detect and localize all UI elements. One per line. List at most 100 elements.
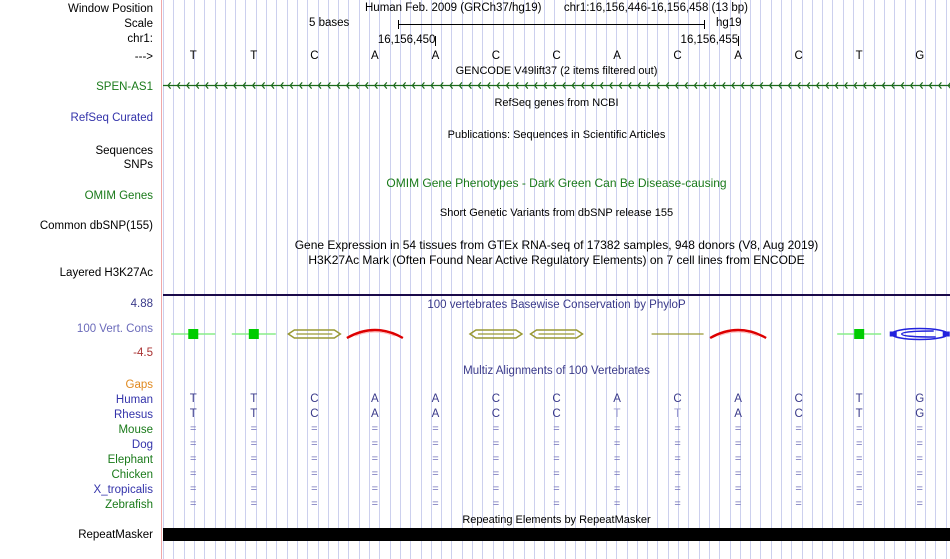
- alignment-gap: =: [795, 498, 802, 510]
- alignment-gap: =: [855, 438, 863, 450]
- alignment-gap: =: [371, 453, 379, 465]
- coordinate-tick-label: 16,156,455: [680, 34, 739, 46]
- alignment-gap: =: [613, 453, 621, 465]
- alignment-base: A: [613, 393, 621, 405]
- species-label-human[interactable]: Human: [115, 394, 153, 406]
- alignment-gap: =: [492, 498, 500, 510]
- alignment-gap: =: [190, 423, 197, 435]
- alignment-gap: =: [311, 423, 318, 435]
- track-label-dbsnp[interactable]: Common dbSNP(155): [39, 220, 153, 232]
- reference-base: T: [855, 50, 863, 62]
- species-label-dog[interactable]: Dog: [131, 439, 153, 451]
- alignment-gap: =: [674, 483, 681, 495]
- phylop-glyph-olive-arrow[interactable]: [468, 329, 524, 339]
- phylop-glyph-green-square[interactable]: [837, 329, 882, 339]
- alignment-gap: =: [492, 423, 500, 435]
- alignment-base: T: [613, 408, 621, 420]
- alignment-gap: =: [250, 483, 258, 495]
- species-label-zebrafish[interactable]: Zebrafish: [105, 499, 153, 511]
- scale-text: 5 bases: [309, 17, 350, 29]
- scale-bar-tick-right: [704, 20, 705, 29]
- alignment-gap: =: [311, 453, 318, 465]
- alignment-gap: =: [674, 468, 681, 480]
- alignment-gap: =: [492, 483, 500, 495]
- alignment-gap: =: [734, 498, 742, 510]
- alignment-base: A: [371, 408, 379, 420]
- gtex-track-title: Gene Expression in 54 tissues from GTEx …: [294, 238, 819, 252]
- alignment-base: G: [915, 393, 925, 405]
- alignment-gap: =: [371, 498, 379, 510]
- position-range: chr1:16,156,446-16,156,458 (13 bp): [563, 2, 748, 14]
- phylop-glyph-red-arc[interactable]: [346, 328, 404, 340]
- alignment-base: A: [431, 408, 440, 420]
- alignment-gap: =: [553, 423, 560, 435]
- track-label-h3k27ac[interactable]: Layered H3K27Ac: [59, 267, 153, 279]
- track-label-omim[interactable]: OMIM Genes: [84, 190, 153, 202]
- repeatmasker-bar[interactable]: [163, 528, 950, 541]
- species-label-chicken[interactable]: Chicken: [111, 469, 153, 481]
- track-data-area[interactable]: Human Feb. 2009 (GRCh37/hg19) chr1:16,15…: [163, 0, 950, 559]
- phylop-glyph-green-square[interactable]: [171, 329, 216, 339]
- window-position-label: Window Position: [67, 3, 153, 15]
- phylop-glyph-olive-arrow[interactable]: [286, 329, 342, 339]
- track-label-column: Window Position Scale chr1: ---> SPEN-AS…: [0, 0, 157, 559]
- alignment-gap: =: [371, 483, 379, 495]
- alignment-gap: =: [311, 483, 318, 495]
- reference-base: C: [491, 50, 501, 62]
- alignment-gap: =: [795, 453, 802, 465]
- track-label-gaps[interactable]: Gaps: [125, 379, 154, 391]
- phylop-track-title: 100 vertebrates Basewise Conservation by…: [427, 299, 686, 311]
- alignment-gap: =: [250, 453, 258, 465]
- h3k27ac-track-title: H3K27Ac Mark (Often Found Near Active Re…: [308, 253, 805, 267]
- alignment-gap: =: [432, 453, 439, 465]
- alignment-row: = = = = = = = = = = = = =: [163, 437, 950, 452]
- reference-base: T: [250, 50, 258, 62]
- track-label-gencode[interactable]: SPEN-AS1: [96, 81, 153, 93]
- gencode-intron-arrow-line[interactable]: [163, 81, 950, 90]
- phylop-glyph-red-arc[interactable]: [709, 328, 767, 340]
- alignment-gap: =: [734, 468, 742, 480]
- track-label-snps[interactable]: SNPs: [123, 159, 153, 171]
- scale-row: 5 bases hg19: [163, 17, 950, 31]
- alignment-gap: =: [190, 453, 197, 465]
- alignment-gap: =: [250, 498, 258, 510]
- omim-track-title: OMIM Gene Phenotypes - Dark Green Can Be…: [386, 176, 727, 190]
- track-label-sequences[interactable]: Sequences: [95, 145, 153, 157]
- phylop-conservation-glyphs[interactable]: [163, 320, 950, 350]
- coordinate-tick-label: 16,156,450: [377, 34, 436, 46]
- coordinate-tick-mark: [435, 36, 437, 46]
- phylop-glyph-green-square[interactable]: [231, 329, 276, 339]
- alignment-row: = = = = = = = = = = = = =: [163, 452, 950, 467]
- track-label-repeatmasker[interactable]: RepeatMasker: [78, 529, 153, 541]
- alignment-base: T: [189, 408, 197, 420]
- alignment-base: C: [794, 408, 803, 420]
- alignment-gap: =: [916, 423, 923, 435]
- alignment-gap: =: [553, 483, 560, 495]
- track-label-refseq[interactable]: RefSeq Curated: [70, 112, 153, 124]
- alignment-gap: =: [855, 453, 863, 465]
- alignment-base: C: [794, 393, 803, 405]
- phylop-axis-min: -4.5: [133, 347, 153, 359]
- species-label-rhesus[interactable]: Rhesus: [114, 409, 153, 421]
- coordinate-ruler-row: 16,156,450 16,156,455: [163, 34, 950, 48]
- assembly-short-label: hg19: [716, 17, 742, 29]
- phylop-glyph-olive-arrow[interactable]: [529, 329, 584, 339]
- alignment-gap: =: [553, 438, 560, 450]
- alignment-gap: =: [432, 498, 439, 510]
- reference-base: C: [794, 50, 803, 62]
- alignment-gap: =: [613, 438, 621, 450]
- refseq-track-title: RefSeq genes from NCBI: [494, 97, 619, 109]
- track-label-phylop[interactable]: 100 Vert. Cons: [76, 323, 153, 335]
- species-label-elephant[interactable]: Elephant: [107, 454, 153, 466]
- species-label-mouse[interactable]: Mouse: [118, 424, 153, 436]
- species-label-xtropicalis[interactable]: X_tropicalis: [93, 484, 153, 496]
- alignment-gap: =: [916, 438, 923, 450]
- alignment-base: C: [310, 408, 319, 420]
- alignment-gap: =: [311, 438, 318, 450]
- alignment-base: C: [552, 393, 561, 405]
- alignment-row: = = = = = = = = = = = = =: [163, 482, 950, 497]
- alignment-gap: =: [250, 438, 258, 450]
- phylop-glyph-blue-ellipse[interactable]: [889, 327, 950, 341]
- alignment-gap: =: [190, 498, 197, 510]
